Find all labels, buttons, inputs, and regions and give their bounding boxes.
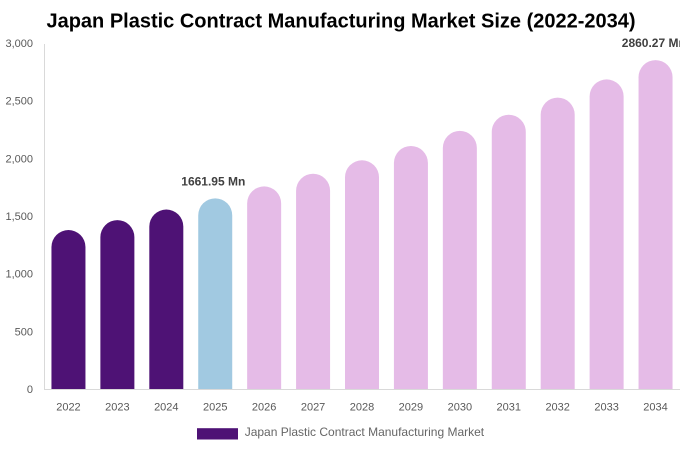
svg-text:2860.27 Mn: 2860.27 Mn [622,36,680,50]
svg-text:2032: 2032 [545,402,569,414]
svg-text:2025: 2025 [203,402,227,414]
svg-text:2030: 2030 [448,402,472,414]
svg-text:2,000: 2,000 [5,153,33,165]
svg-text:2028: 2028 [350,402,374,414]
svg-text:2024: 2024 [154,402,178,414]
svg-text:2022: 2022 [56,402,80,414]
svg-text:2027: 2027 [301,402,325,414]
svg-text:3,000: 3,000 [5,38,33,50]
svg-text:2033: 2033 [594,402,618,414]
svg-text:Japan Plastic Contract Manufac: Japan Plastic Contract Manufacturing Mar… [245,425,485,439]
svg-text:2034: 2034 [643,402,667,414]
svg-text:2023: 2023 [105,402,129,414]
svg-text:500: 500 [15,326,33,338]
svg-text:2026: 2026 [252,402,276,414]
svg-text:Japan Plastic Contract Manufac: Japan Plastic Contract Manufacturing Mar… [46,11,635,33]
svg-text:2031: 2031 [497,402,521,414]
svg-text:0: 0 [27,384,33,396]
svg-text:2029: 2029 [399,402,423,414]
svg-text:1,500: 1,500 [5,211,33,223]
svg-text:2,500: 2,500 [5,96,33,108]
svg-text:1,000: 1,000 [5,269,33,281]
svg-text:1661.95 Mn: 1661.95 Mn [181,174,245,188]
